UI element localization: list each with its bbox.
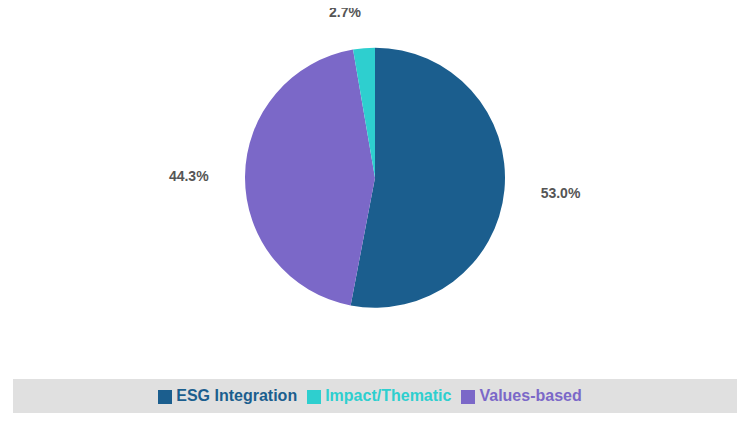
html-text:Values-based: Values-based	[479, 387, 582, 404]
html-text:Impact/Thematic: Impact/Thematic	[325, 387, 452, 404]
svg-text:44.3%: 44.3%	[169, 168, 209, 184]
svg-text:2.7%: 2.7%	[329, 8, 361, 20]
svg-text:53.0%: 53.0%	[541, 185, 581, 201]
html-text:ESG Integration: ESG Integration	[176, 387, 298, 404]
